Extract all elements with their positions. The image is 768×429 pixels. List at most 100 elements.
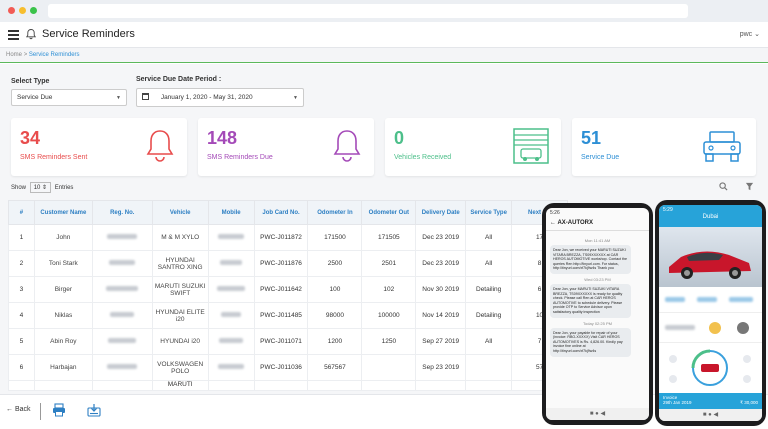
table-cell: Niklas <box>33 302 93 329</box>
table-cell: 567567 <box>307 354 363 381</box>
cell-text: 6 <box>19 364 24 371</box>
sms-timestamp: Mon 11:41 AM <box>584 238 611 243</box>
table-row[interactable]: 4 Niklas HYUNDAI ELITE i20 PWC-J011485 98000… <box>8 302 568 329</box>
table-row[interactable]: 1 John M & M XYLO PWC-J011872 171500 171505 De… <box>8 224 568 251</box>
table-cell: Nov 30 2019 <box>415 276 467 303</box>
export-icon[interactable] <box>87 403 101 417</box>
search-icon[interactable] <box>719 182 728 193</box>
user-name: pwc <box>739 31 753 38</box>
cell-text: Dec 23 2019 <box>422 234 460 241</box>
app-header: Service Reminders pwc ⌄ <box>0 22 768 48</box>
invoice-date: 29th Jan 2019 <box>663 400 692 405</box>
table-cell <box>91 302 153 329</box>
menu-icon[interactable] <box>8 30 19 40</box>
table-cell: VOLKSWAGEN POLO <box>151 354 209 381</box>
address-bar[interactable] <box>48 4 688 18</box>
column-header[interactable]: Delivery Date <box>415 200 467 225</box>
table-cell: MARUTI <box>151 380 209 391</box>
status-time: 5:29 <box>663 207 673 213</box>
entries-select[interactable]: 10 ⇕ <box>29 182 52 193</box>
cell-text: Detailing <box>476 286 502 293</box>
phone-icon[interactable] <box>709 322 721 334</box>
table-cell: Nov 14 2019 <box>415 302 467 329</box>
table-cell: PWC-J011071 <box>253 328 309 355</box>
sms-header: ← AX-AUTORX <box>546 217 649 231</box>
chat-icon[interactable] <box>737 322 749 334</box>
column-header[interactable]: Vehicle <box>151 200 209 225</box>
table-cell <box>91 354 153 381</box>
breadcrumb-current: Service Reminders <box>28 52 80 58</box>
table-row[interactable]: 5 Abin Roy HYUNDAI i20 PWC-J011071 1200 1250 S… <box>8 328 568 355</box>
table-cell: Sep 27 2019 <box>415 328 467 355</box>
table-cell: 100000 <box>361 302 417 329</box>
cell-text: Nov 30 2019 <box>422 286 460 293</box>
column-header[interactable]: Customer Name <box>33 200 93 225</box>
bell-icon <box>25 29 37 40</box>
cell-text: 2500 <box>327 260 343 267</box>
column-header[interactable]: Odometer In <box>307 200 363 225</box>
car-image <box>659 227 762 287</box>
redacted-reg-no <box>107 364 138 369</box>
column-header[interactable]: Odometer Out <box>361 200 417 225</box>
table-row[interactable]: 6 Harbajan VOLKSWAGEN POLO PWC-J011036 56756… <box>8 354 568 381</box>
window-close-dot[interactable] <box>8 7 15 14</box>
table-cell: PWC-J011872 <box>253 224 309 251</box>
redacted-mobile <box>221 312 242 317</box>
table-cell: 171500 <box>307 224 363 251</box>
android-nav-bar: ■ ● ◀ <box>546 408 649 420</box>
browser-titlebar <box>0 0 768 22</box>
cell-text: 1200 <box>327 338 343 345</box>
invoice-bar[interactable]: Invoice 29th Jan 2019 ₹ 30,000 <box>659 393 762 409</box>
table-cell: Harbajan <box>33 354 93 381</box>
card-number: 148 <box>207 128 238 148</box>
card-service-due[interactable]: 51 Service Due <box>572 118 756 176</box>
filter-icon[interactable] <box>745 182 754 193</box>
card-sms-due[interactable]: 148 SMS Reminders Due <box>198 118 374 176</box>
table-row[interactable]: 3 Birger MARUTI SUZUKI SWIFT PWC-J011642 100… <box>8 276 568 303</box>
column-header[interactable]: Reg. No. <box>91 200 153 225</box>
app-info-row <box>659 289 762 313</box>
cell-text: 98000 <box>325 312 344 319</box>
back-button[interactable]: ← Back <box>6 406 31 413</box>
table-row[interactable]: 2 Toni Stark HYUNDAI SANTRO XING PWC-J01187… <box>8 250 568 277</box>
page-title: Service Reminders <box>42 28 135 40</box>
cell-text: MARUTI SUZUKI SWIFT <box>154 282 206 297</box>
table-cell <box>8 380 35 391</box>
table-cell: 100 <box>307 276 363 303</box>
redacted-mobile <box>217 286 246 291</box>
column-header[interactable]: Job Card No. <box>253 200 309 225</box>
window-minimize-dot[interactable] <box>19 7 26 14</box>
invoice-amount: ₹ 30,000 <box>740 400 758 405</box>
app-contact-row <box>659 315 762 343</box>
table-row[interactable]: MARUTI <box>8 380 568 391</box>
column-header[interactable]: Mobile <box>207 200 255 225</box>
card-label: Vehicles Received <box>394 154 452 161</box>
user-menu[interactable]: pwc ⌄ <box>740 30 760 38</box>
card-number: 34 <box>20 128 41 148</box>
window-maximize-dot[interactable] <box>30 7 37 14</box>
column-header[interactable]: # <box>8 200 35 225</box>
period-label: Service Due Date Period : <box>136 76 222 83</box>
cell-text: All <box>485 260 493 267</box>
breadcrumb-home[interactable]: Home <box>6 52 23 58</box>
table-cell: All <box>465 224 513 251</box>
card-vehicles-received[interactable]: 0 Vehicles Received <box>385 118 561 176</box>
table-cell: PWC-J011876 <box>253 250 309 277</box>
table-cell <box>91 380 153 391</box>
cell-text: Harbajan <box>50 364 77 371</box>
service-diagram <box>659 345 762 391</box>
date-range-picker[interactable]: January 1, 2020 - May 31, 2020 ▼ <box>136 88 304 107</box>
column-header[interactable]: Service Type <box>465 200 513 225</box>
redacted-mobile <box>218 234 245 239</box>
table-cell: HYUNDAI SANTRO XING <box>151 250 209 277</box>
table-cell: John <box>33 224 93 251</box>
print-icon[interactable] <box>52 403 66 417</box>
cell-text: 100000 <box>377 312 400 319</box>
table-cell: 171505 <box>361 224 417 251</box>
back-arrow-icon[interactable]: ← <box>550 220 556 226</box>
redacted-reg-no <box>107 234 138 239</box>
cell-text: Nov 14 2019 <box>422 312 460 319</box>
table-cell: 1 <box>8 224 35 251</box>
select-type-dropdown[interactable]: Service Due ▼ <box>11 89 127 106</box>
card-sms-sent[interactable]: 34 SMS Reminders Sent <box>11 118 187 176</box>
